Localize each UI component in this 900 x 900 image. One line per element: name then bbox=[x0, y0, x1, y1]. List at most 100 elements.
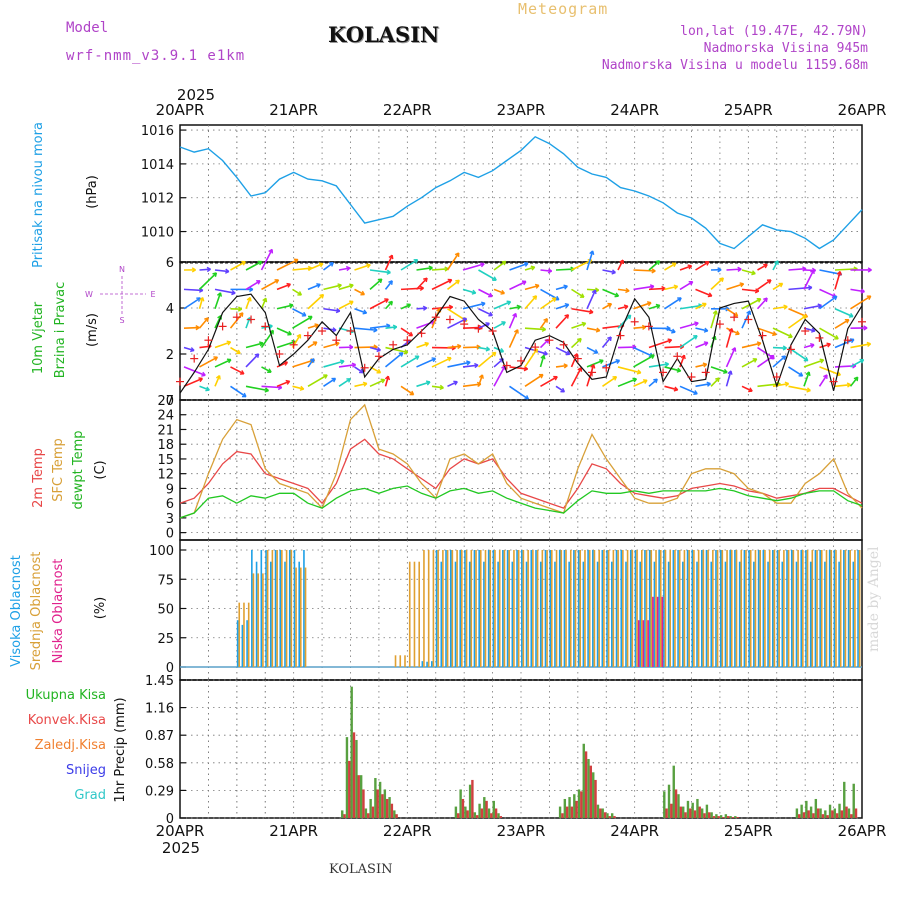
mid-cloud-bar bbox=[678, 550, 681, 667]
wind-arrowhead-icon bbox=[866, 341, 871, 345]
wind-arrow-icon bbox=[292, 308, 307, 317]
high-cloud-bar bbox=[260, 550, 263, 667]
mid-cloud-bar bbox=[721, 550, 724, 667]
high-cloud-bar bbox=[568, 561, 570, 667]
high-cloud-bar bbox=[743, 550, 746, 667]
mid-cloud-bar bbox=[243, 602, 245, 667]
wind-arrow-icon bbox=[307, 358, 315, 368]
y-tick-label: 1012 bbox=[141, 192, 174, 207]
wind-arrow-icon bbox=[803, 359, 824, 368]
pressure-panel: 1016 1014 1012 1010 bbox=[141, 124, 863, 263]
wind-arrowhead-icon bbox=[781, 355, 786, 358]
wind-arrowhead-icon bbox=[673, 284, 678, 288]
wind-arrowhead-icon bbox=[674, 386, 679, 391]
wind-arrow-icon bbox=[493, 321, 506, 329]
wind-arrowhead-icon bbox=[715, 377, 720, 380]
mid-cloud-bar bbox=[702, 550, 705, 667]
mid-cloud-bar bbox=[465, 550, 468, 667]
high-cloud-bar bbox=[582, 561, 585, 667]
high-cloud-bar bbox=[298, 561, 301, 667]
wind-arrow-icon bbox=[601, 336, 612, 349]
low-cloud-bar bbox=[656, 596, 659, 667]
wind-arrow-icon bbox=[431, 357, 452, 368]
wind-arrowhead-icon bbox=[530, 265, 535, 268]
mid-cloud-bar bbox=[650, 550, 653, 667]
high-cloud-bar bbox=[715, 550, 717, 667]
conv-precip-bar bbox=[840, 810, 844, 818]
wind-arrowhead-icon bbox=[309, 358, 315, 361]
wind-arrow-icon bbox=[183, 346, 195, 352]
wind-arrow-icon bbox=[633, 301, 652, 310]
wind-arrowhead-icon bbox=[195, 325, 200, 329]
wind-arrow-icon bbox=[338, 378, 351, 387]
wind-arrow-icon bbox=[819, 343, 831, 349]
wind-arrowhead-icon bbox=[835, 334, 839, 340]
wind-arrowhead-icon bbox=[756, 341, 762, 344]
wind-arrowhead-icon bbox=[225, 268, 230, 273]
conv-precip-bar bbox=[854, 808, 858, 818]
mid-cloud-bar bbox=[669, 550, 672, 667]
y-tick-label: 0.87 bbox=[145, 729, 174, 744]
wind-arrowhead-icon bbox=[534, 283, 540, 287]
wind-arrow-icon bbox=[478, 288, 493, 298]
total-precip-bar bbox=[696, 798, 699, 818]
mid-cloud-bar bbox=[811, 550, 814, 667]
high-cloud-bar bbox=[805, 550, 807, 667]
wind-arrowhead-icon bbox=[615, 292, 620, 297]
top-date-label: 21APR bbox=[269, 101, 318, 119]
y-tick-label: 6 bbox=[166, 256, 174, 271]
wind-arrow-icon bbox=[183, 326, 200, 329]
wind-arrow-icon bbox=[354, 264, 371, 271]
high-cloud-bar bbox=[426, 661, 428, 667]
wind-arrow-icon bbox=[508, 313, 517, 329]
wind-speed-line bbox=[179, 293, 863, 394]
y-tick-label: 15 bbox=[157, 453, 174, 468]
wind-arrowhead-icon bbox=[332, 327, 337, 331]
wind-arrow-icon bbox=[524, 284, 540, 291]
high-cloud-bar bbox=[753, 561, 755, 667]
wind-arrowhead-icon bbox=[708, 292, 713, 297]
high-cloud-bar bbox=[847, 550, 850, 667]
mid-cloud-bar bbox=[418, 561, 421, 667]
mid-cloud-bar bbox=[626, 550, 629, 667]
conv-precip-bar bbox=[499, 816, 503, 818]
wind-arrowhead-icon bbox=[489, 311, 493, 316]
high-cloud-bar bbox=[682, 561, 684, 667]
wind-arrowhead-icon bbox=[286, 282, 291, 285]
wind-arrow-icon bbox=[369, 346, 381, 352]
total-precip-bar bbox=[345, 737, 349, 818]
total-precip-bar bbox=[667, 784, 671, 818]
wind-arrow-icon bbox=[664, 297, 682, 310]
wind-arrow-icon bbox=[276, 304, 294, 310]
high-cloud-bar bbox=[478, 550, 480, 667]
total-precip-bar bbox=[563, 798, 567, 818]
wind-arrowhead-icon bbox=[386, 269, 391, 274]
wind-arrowhead-icon bbox=[712, 310, 717, 315]
total-precip-bar bbox=[459, 789, 462, 818]
wind-arrow-icon bbox=[508, 329, 519, 348]
y-tick-label: 18 bbox=[157, 438, 174, 453]
wind-arrowhead-icon bbox=[590, 364, 595, 368]
wind-arrow-icon bbox=[803, 269, 815, 290]
conv-precip-bar bbox=[362, 789, 365, 818]
mid-cloud-bar bbox=[475, 550, 477, 667]
y-tick-label: 27 bbox=[157, 394, 174, 409]
mid-cloud-bar bbox=[522, 550, 525, 667]
conv-precip-bar bbox=[708, 812, 711, 818]
total-precip-bar bbox=[672, 765, 675, 818]
wind-arrow-icon bbox=[524, 348, 538, 368]
wind-arrow-icon bbox=[462, 302, 486, 310]
wind-arrow-icon bbox=[477, 351, 497, 368]
bottom-date-ticks: 20APR 21APR 22APR 23APR 24APR 25APR 26APR bbox=[156, 822, 887, 840]
wind-arrow-icon bbox=[261, 279, 279, 291]
wind-arrowhead-icon bbox=[653, 378, 658, 381]
wind-arrowhead-icon bbox=[563, 363, 568, 367]
mid-cloud-bar bbox=[844, 550, 847, 667]
wind-arrow-icon bbox=[772, 260, 779, 271]
wind-arrow-icon bbox=[292, 315, 313, 329]
total-precip-bar bbox=[691, 802, 694, 818]
wind-arrowhead-icon bbox=[632, 344, 637, 348]
wind-arrowhead-icon bbox=[755, 288, 760, 292]
wind-arrow-icon bbox=[571, 288, 585, 298]
high-cloud-bar bbox=[502, 550, 504, 667]
